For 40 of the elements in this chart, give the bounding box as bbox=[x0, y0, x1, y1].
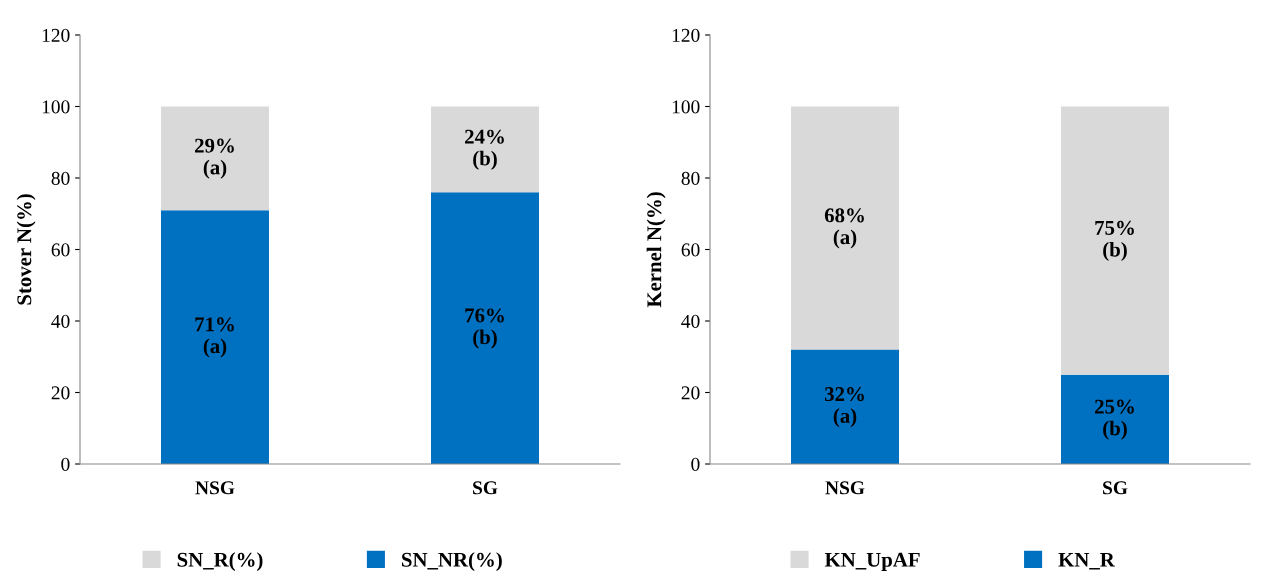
y-tick-label: 120 bbox=[42, 28, 70, 42]
y-tick-label: 20 bbox=[681, 386, 700, 400]
legend-label: SN_R(%) bbox=[177, 552, 263, 572]
data-label: 71% (a) bbox=[195, 317, 234, 358]
data-label: 25% (b) bbox=[1095, 399, 1134, 440]
x-tick-label: NSG bbox=[825, 481, 865, 495]
data-label: 24% (b) bbox=[465, 129, 504, 170]
bar bbox=[791, 349, 899, 464]
x-tick-label: SG bbox=[473, 481, 498, 495]
y-tick-label: 40 bbox=[51, 314, 70, 328]
y-tick-label: 60 bbox=[51, 243, 70, 257]
y-tick-label: 120 bbox=[672, 28, 700, 42]
data-label: 76% (b) bbox=[465, 308, 504, 349]
bar bbox=[1061, 106, 1169, 375]
y-axis-title: Stover N(%) bbox=[16, 194, 36, 305]
y-tick-label: 100 bbox=[42, 100, 70, 114]
y-tick-label: 100 bbox=[672, 100, 700, 114]
y-tick-label: 0 bbox=[61, 457, 70, 471]
y-tick-label: 20 bbox=[51, 386, 70, 400]
y-tick-label: 80 bbox=[51, 171, 70, 185]
y-tick-label: 80 bbox=[681, 171, 700, 185]
y-tick-label: 40 bbox=[681, 314, 700, 328]
data-label: 29% (a) bbox=[195, 138, 234, 179]
bar bbox=[431, 106, 539, 193]
legend-label: KN_UpAF bbox=[824, 552, 920, 572]
x-tick-label: NSG bbox=[195, 481, 235, 495]
y-axis-title: Kernel N(%) bbox=[646, 192, 666, 308]
legend-label: KN_R bbox=[1058, 552, 1115, 570]
bar bbox=[791, 106, 899, 350]
data-label: 75% (b) bbox=[1095, 220, 1134, 261]
bar bbox=[1061, 374, 1169, 464]
legend-label: SN_NR(%) bbox=[402, 552, 502, 572]
bar bbox=[161, 106, 269, 211]
y-tick-label: 60 bbox=[681, 243, 700, 257]
data-label: 68% (a) bbox=[824, 208, 864, 249]
y-tick-label: 0 bbox=[691, 457, 700, 471]
data-label: 32% (a) bbox=[824, 387, 864, 428]
bar bbox=[161, 210, 269, 464]
x-tick-label: SG bbox=[1103, 481, 1128, 495]
bar bbox=[431, 192, 539, 464]
